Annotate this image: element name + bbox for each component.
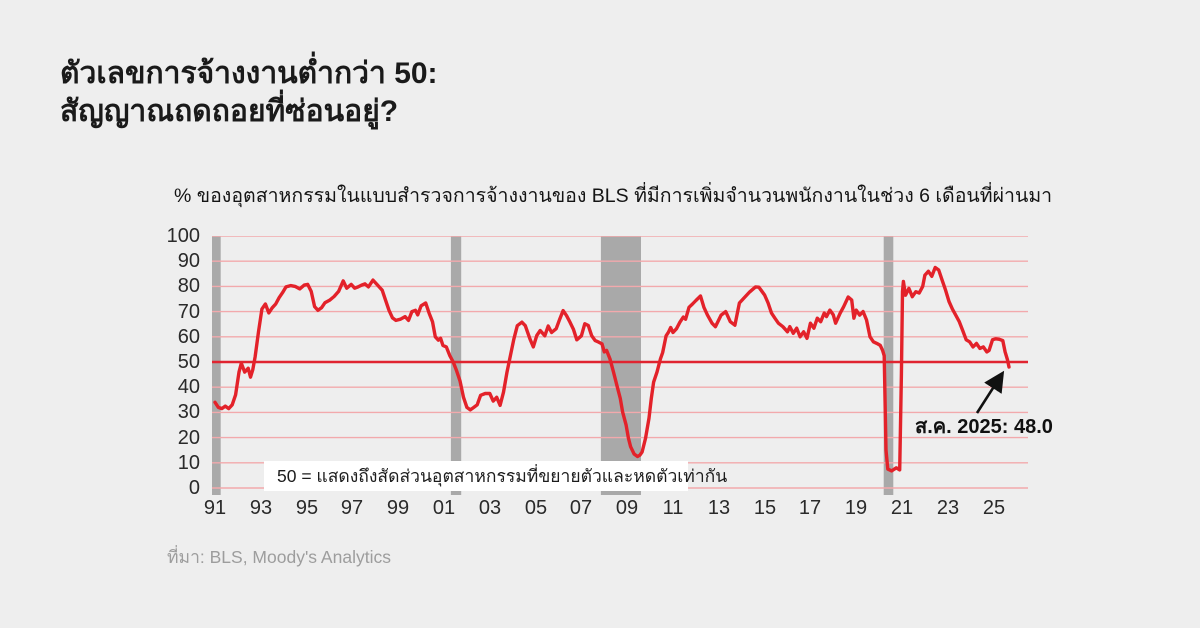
plot-area [212, 236, 1028, 495]
x-axis-label: 09 [615, 497, 639, 519]
y-axis-label: 20 [177, 427, 200, 449]
y-axis-label: 70 [177, 301, 200, 323]
y-axis-label: 80 [177, 275, 200, 297]
data-line [213, 265, 1011, 473]
title-line-2: สัญญาณถดถอยที่ซ่อนอยู่? [60, 95, 399, 128]
source-text: ที่มา: BLS, Moody's Analytics [167, 547, 391, 567]
y-axis-label: 50 [177, 351, 200, 373]
x-axis-label: 07 [569, 497, 593, 519]
page-title: ตัวเลขการจ้างงานต่ำกว่า 50: สัญญาณถดถอยท… [60, 55, 438, 131]
latest-value-annotation: ส.ค. 2025: 48.0 [915, 416, 1053, 438]
x-axis-label: 15 [753, 497, 777, 519]
title-line-1: ตัวเลขการจ้างงานต่ำกว่า 50: [60, 57, 438, 90]
x-axis-label: 91 [203, 497, 227, 519]
x-axis-label: 05 [524, 497, 548, 519]
x-axis-label: 21 [890, 497, 914, 519]
recession-band [212, 236, 221, 495]
reference-line-note: 50 = แสดงถึงสัดส่วนอุตสาหกรรมที่ขยายตัวแ… [264, 461, 727, 491]
y-axis-label: 30 [177, 401, 200, 423]
y-axis-label: 0 [188, 477, 200, 499]
x-axis-label: 25 [982, 497, 1006, 519]
y-axis-label: 100 [166, 225, 200, 247]
annotation-arrow [975, 370, 1005, 414]
x-axis-label: 03 [478, 497, 502, 519]
x-axis-label: 19 [844, 497, 868, 519]
x-axis-label: 93 [249, 497, 273, 519]
x-axis-label: 17 [798, 497, 822, 519]
x-axis-label: 97 [340, 497, 364, 519]
y-axis-label: 90 [177, 250, 200, 272]
x-axis-label: 95 [295, 497, 319, 519]
x-axis-label: 01 [432, 497, 456, 519]
y-axis-label: 60 [177, 326, 200, 348]
recession-band [883, 236, 894, 495]
y-axis-label: 10 [177, 452, 200, 474]
chart-title: % ของอุตสาหกรรมในแบบสำรวจการจ้างงานของ B… [174, 185, 1053, 207]
x-axis-label: 23 [936, 497, 960, 519]
x-axis-label: 99 [386, 497, 410, 519]
x-axis-label: 11 [662, 497, 684, 519]
x-axis-label: 13 [707, 497, 731, 519]
y-axis-label: 40 [177, 376, 200, 398]
